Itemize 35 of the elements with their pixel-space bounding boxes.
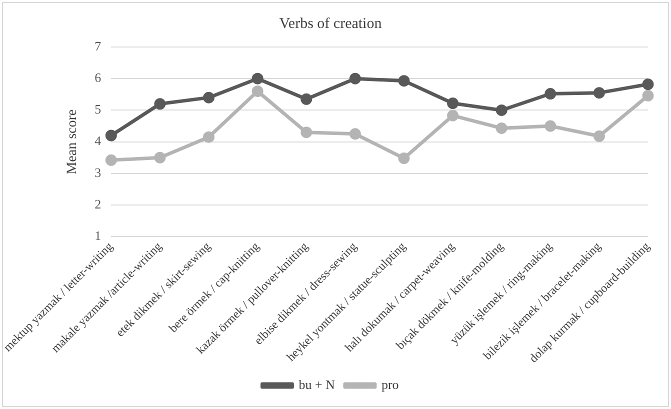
point bbox=[398, 75, 410, 87]
point bbox=[398, 152, 410, 164]
y-tick-label: 7 bbox=[94, 38, 102, 54]
y-axis-title: Mean score bbox=[64, 109, 80, 174]
point bbox=[544, 88, 556, 100]
point bbox=[447, 110, 459, 122]
y-tick-label: 1 bbox=[94, 228, 102, 244]
point bbox=[203, 131, 215, 143]
y-tick-label: 2 bbox=[94, 196, 102, 212]
point bbox=[154, 152, 166, 164]
point bbox=[496, 122, 508, 134]
point bbox=[642, 90, 654, 102]
point bbox=[349, 72, 361, 84]
legend-label: bu + N bbox=[298, 376, 336, 392]
point bbox=[300, 93, 312, 105]
chart-title: Verbs of creation bbox=[279, 16, 382, 32]
point bbox=[496, 104, 508, 116]
point bbox=[349, 128, 361, 140]
point bbox=[593, 130, 605, 142]
legend-label: pro bbox=[381, 376, 399, 392]
point bbox=[300, 126, 312, 138]
point bbox=[154, 98, 166, 110]
point bbox=[252, 86, 264, 97]
y-tick-label: 6 bbox=[94, 70, 102, 86]
y-tick-label: 5 bbox=[94, 102, 102, 117]
point bbox=[544, 120, 556, 132]
y-tick-label: 4 bbox=[94, 133, 102, 148]
point bbox=[447, 98, 459, 110]
point bbox=[642, 78, 654, 90]
point bbox=[105, 154, 117, 166]
y-tick-label: 3 bbox=[94, 164, 102, 180]
point bbox=[252, 72, 264, 84]
point bbox=[105, 130, 117, 142]
point bbox=[593, 87, 605, 99]
point bbox=[203, 92, 215, 104]
